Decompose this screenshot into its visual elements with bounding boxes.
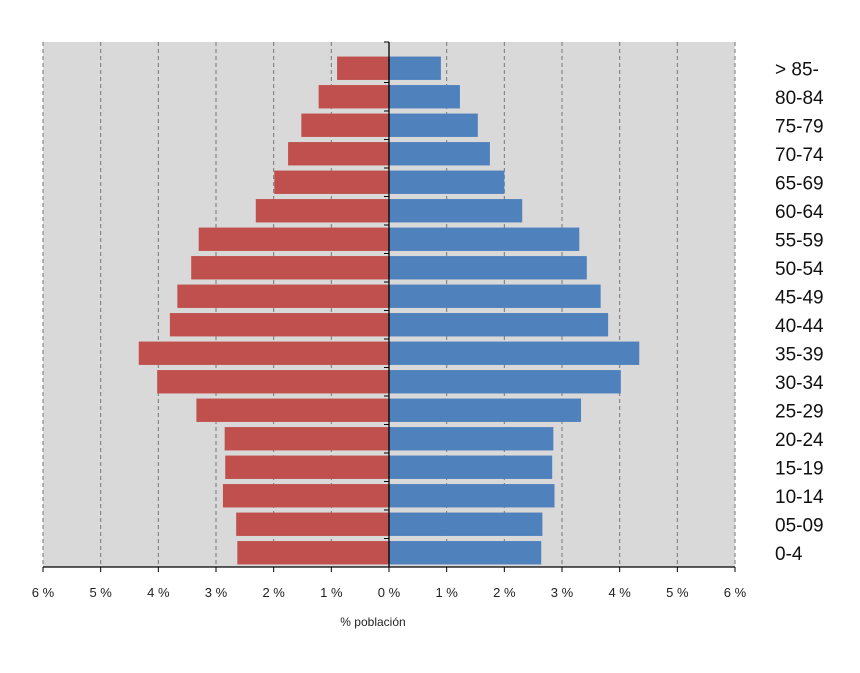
bar-left (169, 313, 389, 337)
bar-left (224, 427, 389, 451)
category-label: > 85- (775, 59, 819, 80)
bar-right (389, 512, 543, 536)
bar-left (237, 541, 389, 565)
bar-right (389, 427, 554, 451)
bar-right (389, 256, 587, 280)
category-label: 0-4 (775, 544, 803, 565)
bar-right (389, 541, 542, 565)
bar-left (191, 256, 389, 280)
category-labels: > 85- 80-84 75-79 70-74 65-69 60-64 55-59 50-54… (775, 59, 824, 565)
bar-left (222, 484, 389, 508)
category-label: 40-44 (775, 316, 824, 337)
bar-left (138, 341, 389, 365)
left-series-bars (138, 56, 389, 565)
bar-left (288, 142, 389, 166)
bar-left (198, 227, 389, 251)
x-tick-label: 5 % (666, 585, 689, 600)
x-tick-label: 4 % (608, 585, 631, 600)
bar-left (301, 113, 389, 137)
center-axis (42, 41, 736, 572)
x-axis-title: % población (340, 615, 405, 629)
category-label: 10-14 (775, 487, 824, 508)
bar-right (389, 227, 580, 251)
x-tick-label: 4 % (147, 585, 170, 600)
category-label: 65-69 (775, 173, 824, 194)
category-label: 25-29 (775, 401, 824, 422)
bar-left (274, 170, 389, 194)
x-tick-label: 2 % (493, 585, 516, 600)
bar-right (389, 284, 601, 308)
bar-right (389, 56, 441, 80)
bar-right (389, 199, 523, 223)
bar-left (196, 398, 389, 422)
category-label: 30-34 (775, 373, 824, 394)
grid-lines (42, 42, 736, 567)
category-label: 55-59 (775, 230, 824, 251)
x-tick-label: 3 % (205, 585, 228, 600)
category-label: 70-74 (775, 145, 824, 166)
bar-left (225, 455, 389, 479)
x-tick-label: 0 % (378, 585, 401, 600)
bar-left (177, 284, 389, 308)
category-label: 80-84 (775, 88, 824, 109)
bar-left (255, 199, 389, 223)
right-series-bars (389, 56, 640, 565)
bar-right (389, 113, 478, 137)
bar-right (389, 341, 640, 365)
x-tick-labels: 6 % 5 % 4 % 3 % 2 % 1 % 0 % 1 % 2 % 3 % 4 % 5 % 6 % (32, 585, 747, 600)
category-label: 45-49 (775, 287, 824, 308)
bar-right (389, 370, 621, 394)
category-label: 05-09 (775, 515, 824, 536)
x-tick-label: 2 % (262, 585, 285, 600)
x-tick-label: 1 % (320, 585, 343, 600)
category-label: 50-54 (775, 259, 824, 280)
bar-left (236, 512, 389, 536)
category-label: 20-24 (775, 430, 824, 451)
category-label: 15-19 (775, 458, 824, 479)
category-label: 60-64 (775, 202, 824, 223)
x-tick-label: 6 % (724, 585, 747, 600)
bar-right (389, 170, 505, 194)
x-tick-label: 5 % (89, 585, 112, 600)
bar-right (389, 484, 555, 508)
category-label: 35-39 (775, 344, 824, 365)
bar-right (389, 398, 582, 422)
bar-right (389, 455, 553, 479)
x-tick-label: 1 % (435, 585, 458, 600)
bar-left (337, 56, 389, 80)
x-tick-label: 3 % (551, 585, 574, 600)
bar-right (389, 313, 609, 337)
bar-left (157, 370, 389, 394)
bar-right (389, 85, 460, 109)
x-tick-label: 6 % (32, 585, 55, 600)
bar-left (318, 85, 389, 109)
bar-right (389, 142, 490, 166)
category-label: 75-79 (775, 116, 824, 137)
